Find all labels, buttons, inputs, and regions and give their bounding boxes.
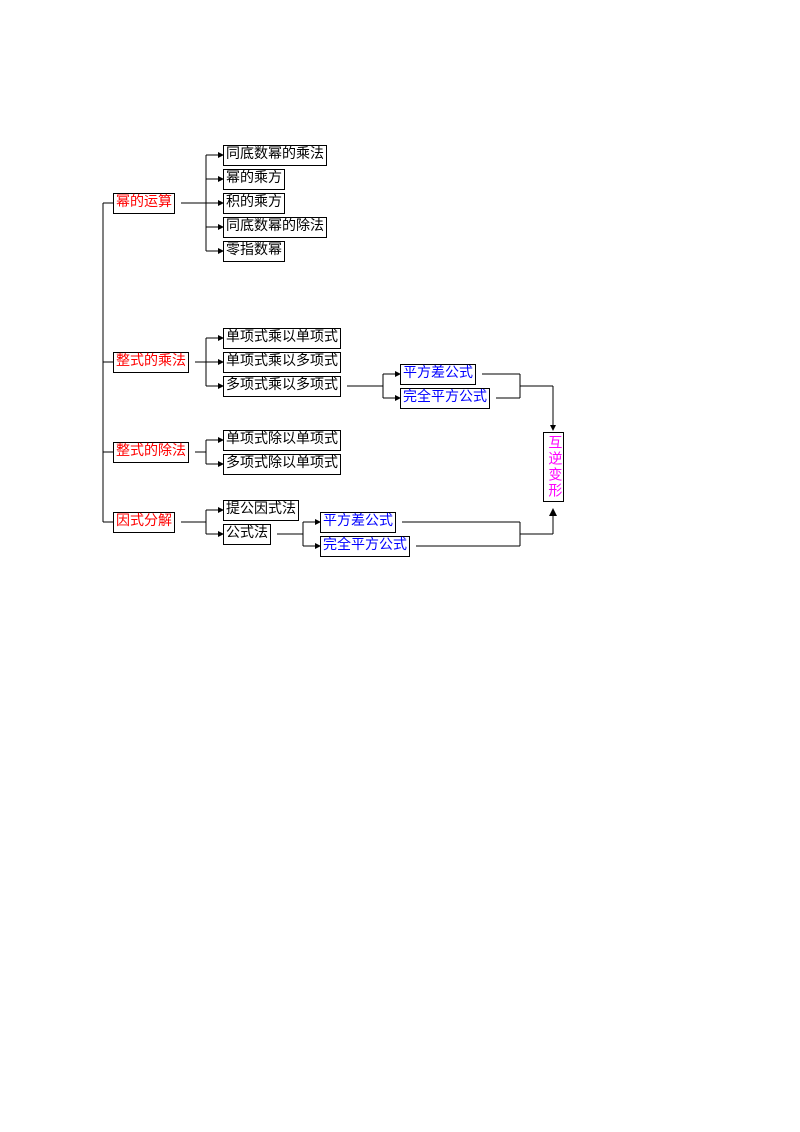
- node-formula-method: 公式法: [223, 524, 271, 545]
- connector-layer: [0, 0, 800, 1132]
- node-power-ops: 幂的运算: [113, 193, 175, 214]
- node-diff-squares-top: 平方差公式: [400, 364, 476, 385]
- node-poly-x-poly: 多项式乘以多项式: [223, 376, 341, 397]
- node-perfect-square-top: 完全平方公式: [400, 388, 490, 409]
- diagram-root: 幂的运算 整式的乘法 整式的除法 因式分解 同底数幂的乘法 幂的乘方 积的乘方 …: [0, 0, 800, 1132]
- node-mono-x-mono: 单项式乘以单项式: [223, 328, 341, 349]
- node-power-of-product: 积的乘方: [223, 193, 285, 214]
- node-zero-exponent: 零指数幂: [223, 241, 285, 262]
- node-poly-div: 整式的除法: [113, 442, 189, 463]
- node-poly-mul: 整式的乘法: [113, 352, 189, 373]
- node-factorization: 因式分解: [113, 512, 175, 533]
- node-poly-div-mono: 多项式除以单项式: [223, 454, 341, 475]
- node-power-of-power: 幂的乘方: [223, 169, 285, 190]
- node-inverse-transform: 互逆变形: [543, 432, 564, 502]
- node-same-base-div: 同底数幂的除法: [223, 217, 327, 238]
- node-same-base-mul: 同底数幂的乘法: [223, 145, 327, 166]
- node-perfect-square-bot: 完全平方公式: [320, 536, 410, 557]
- node-common-factor: 提公因式法: [223, 500, 299, 521]
- node-mono-x-poly: 单项式乘以多项式: [223, 352, 341, 373]
- node-diff-squares-bot: 平方差公式: [320, 512, 396, 533]
- node-mono-div-mono: 单项式除以单项式: [223, 430, 341, 451]
